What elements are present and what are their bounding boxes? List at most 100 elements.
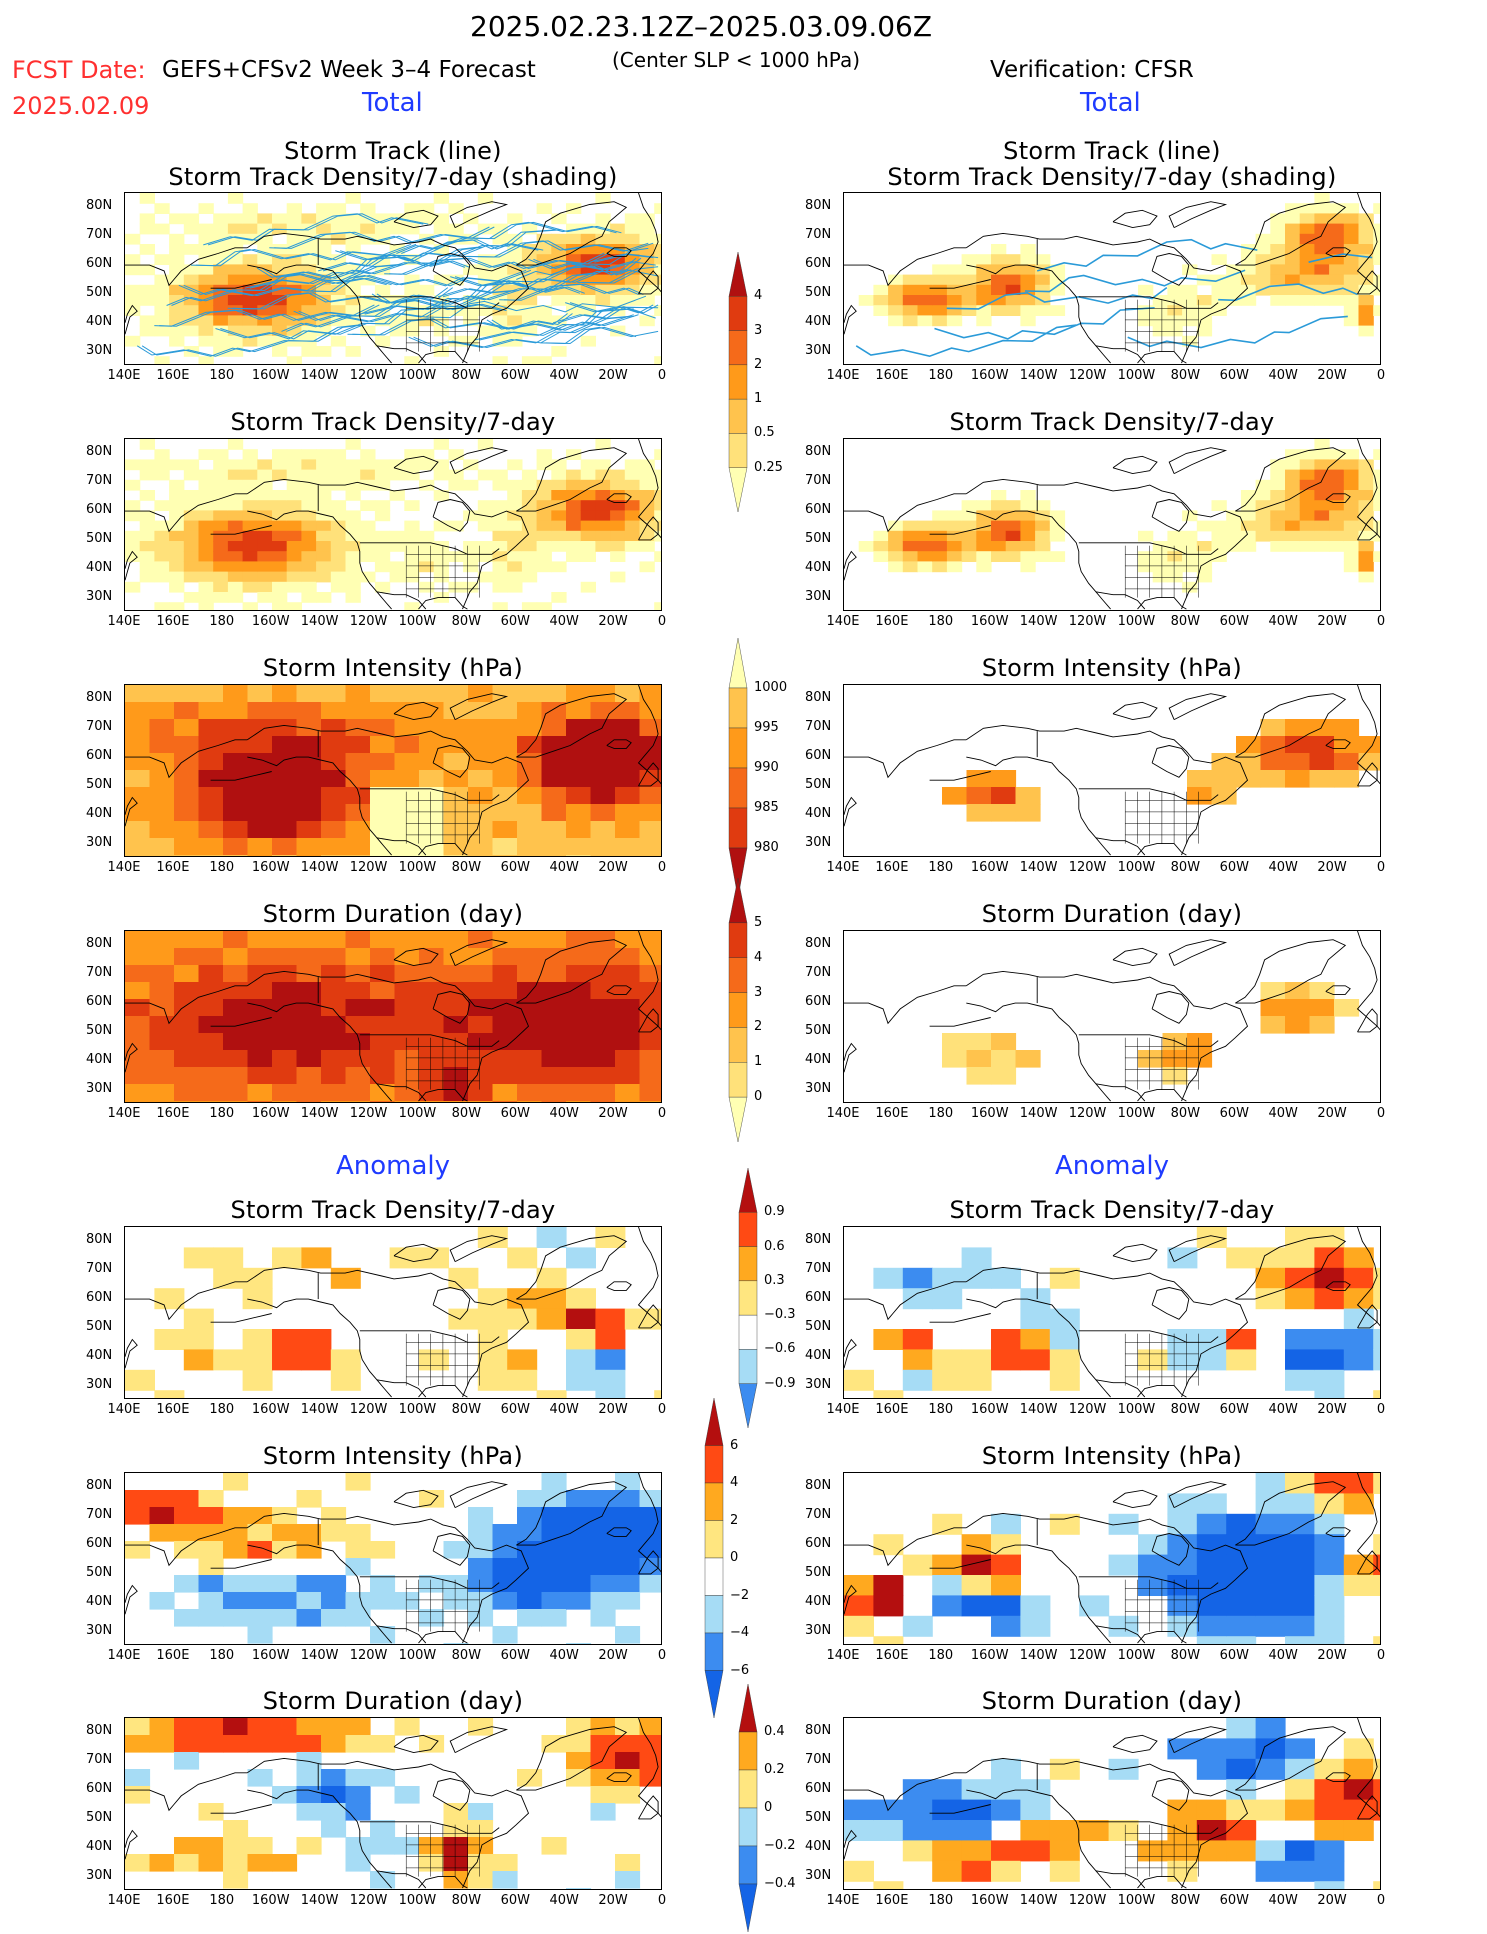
shading-cell	[492, 948, 518, 966]
lon-tick-label: 140E	[107, 1402, 141, 1417]
shading-cell	[942, 787, 968, 805]
shading-cell	[242, 541, 258, 552]
shading-cell	[125, 264, 141, 276]
shading-cell	[272, 346, 288, 357]
lon-tick-label: 100W	[398, 614, 437, 629]
shading-cell	[272, 1101, 298, 1102]
shading-cell	[492, 736, 518, 754]
shading-cell	[566, 1558, 592, 1576]
shading-cell	[139, 264, 155, 276]
shading-cell	[227, 581, 244, 593]
shading-cell	[1182, 530, 1198, 542]
shading-cell	[272, 982, 298, 1000]
shading-cell	[1020, 1349, 1051, 1371]
coastline	[393, 701, 439, 721]
shading-cell	[198, 602, 214, 610]
storm-track-line	[1127, 315, 1348, 349]
shading-cell	[1108, 1758, 1139, 1780]
shading-cell	[932, 520, 948, 532]
shading-cell	[1240, 284, 1257, 296]
shading-cell	[272, 753, 298, 771]
colorbar-label: −6	[730, 1662, 750, 1678]
shading-cell	[301, 520, 317, 532]
shading-cell	[389, 541, 405, 552]
shading-cell	[213, 213, 229, 225]
shading-cell	[1138, 1349, 1168, 1371]
shading-cell	[551, 592, 567, 603]
shading-cell	[321, 1050, 347, 1068]
shading-cell	[448, 1308, 479, 1330]
shading-cell	[1152, 295, 1168, 306]
lon-tick-label: 180	[928, 614, 954, 629]
shading-cell	[198, 1084, 224, 1102]
shading-cell	[1182, 264, 1198, 276]
shading-cell	[991, 787, 1017, 805]
shading-cell	[443, 1854, 469, 1872]
coastline	[125, 1829, 138, 1860]
shading-cell	[580, 541, 596, 552]
shading-cell	[492, 284, 508, 296]
shading-cell	[1226, 1575, 1257, 1596]
storm-track-line	[582, 268, 642, 284]
coastline	[418, 1089, 468, 1102]
lon-tick-label: 120W	[1068, 860, 1107, 875]
shading-cell	[169, 305, 185, 316]
shading-cell	[394, 787, 420, 805]
shading-cell	[566, 449, 582, 460]
shading-cell	[961, 1349, 992, 1371]
shading-cell	[139, 315, 155, 327]
shading-cell	[1167, 1615, 1198, 1637]
shading-cell	[213, 581, 229, 593]
shading-cell	[223, 1524, 249, 1542]
shading-cell	[1285, 770, 1311, 788]
coastline	[637, 1718, 661, 1818]
shading-cell	[1255, 500, 1271, 511]
coastline	[516, 1481, 628, 1546]
shading-cell	[330, 510, 347, 522]
shading-cell	[321, 719, 347, 737]
shading-cell	[477, 295, 494, 306]
shading-cell	[1270, 520, 1286, 532]
coastline	[125, 1584, 138, 1615]
shading-cell	[1270, 500, 1286, 511]
shading-cell	[595, 520, 611, 532]
shading-cell	[492, 541, 508, 552]
shading-cell	[541, 1473, 567, 1491]
shading-cell	[443, 1837, 469, 1855]
shading-cell	[345, 1837, 371, 1855]
shading-cell	[247, 753, 273, 771]
shading-cell	[1343, 530, 1360, 542]
shading-cell	[541, 1101, 567, 1102]
shading-cell	[316, 295, 332, 306]
shading-cell	[316, 571, 332, 583]
shading-cell	[125, 702, 151, 720]
shading-cell	[174, 1718, 200, 1736]
shading-cell	[615, 1769, 641, 1787]
shading-cell	[174, 736, 200, 754]
shading-cell	[517, 948, 543, 966]
shading-cell	[227, 561, 244, 573]
coastline	[432, 1533, 471, 1566]
lat-tick-label: 30N	[805, 1867, 832, 1883]
shading-cell	[1182, 295, 1198, 306]
shading-cell	[374, 479, 391, 491]
shading-cell	[330, 459, 347, 471]
shading-cell	[477, 254, 494, 265]
shading-cell	[1285, 1267, 1315, 1289]
shading-cell	[125, 770, 151, 788]
shading-cell	[419, 1609, 445, 1627]
colorbar-label: 0.4	[764, 1724, 785, 1739]
shading-cell	[902, 1267, 933, 1289]
lon-tick-label: 160E	[875, 1648, 909, 1663]
shading-cell	[551, 284, 567, 296]
shading-cell	[198, 264, 214, 276]
coastline	[125, 985, 248, 1025]
shading-cell	[169, 490, 185, 501]
storm-track-line	[183, 264, 404, 297]
shading-cell	[1187, 1033, 1213, 1051]
shading-cell	[615, 999, 641, 1017]
shading-cell	[448, 223, 464, 235]
shading-cell	[301, 295, 317, 306]
shading-cell	[1343, 1820, 1374, 1841]
shading-cell	[492, 982, 518, 1000]
